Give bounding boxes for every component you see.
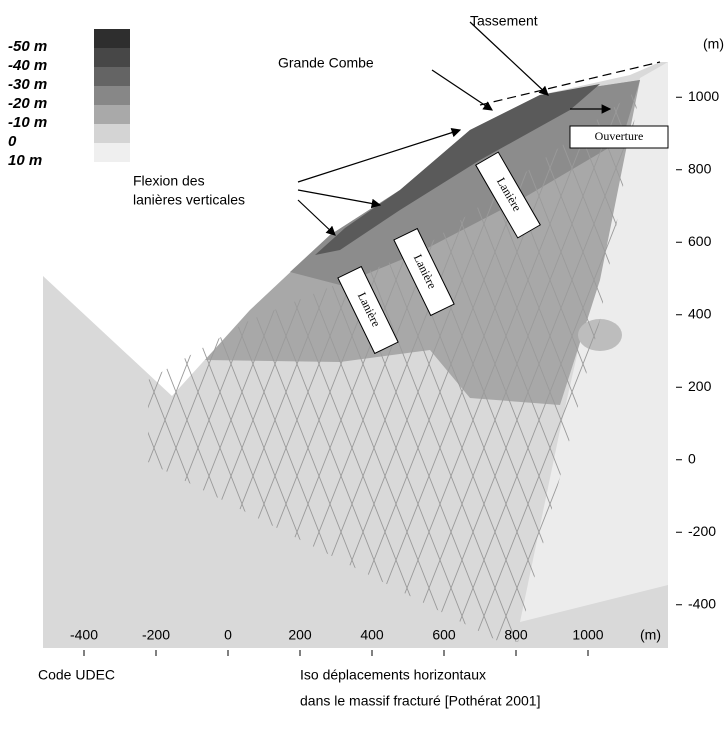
caption: Iso déplacements horizontaux bbox=[300, 667, 486, 683]
y-tick-label: -200 bbox=[688, 523, 716, 539]
x-tick-label: 200 bbox=[288, 627, 312, 643]
y-tick-label: 400 bbox=[688, 305, 712, 321]
y-unit: (m) bbox=[703, 36, 724, 52]
x-tick-label: 600 bbox=[432, 627, 456, 643]
legend-swatch bbox=[94, 67, 130, 86]
legend-swatch bbox=[94, 124, 130, 143]
x-tick-label: 800 bbox=[504, 627, 528, 643]
caption: dans le massif fracturé [Pothérat 2001] bbox=[300, 693, 540, 709]
legend-label: -10 m bbox=[8, 114, 47, 131]
legend-label: -50 m bbox=[8, 38, 47, 55]
y-tick-label: 0 bbox=[688, 450, 696, 466]
legend-swatch bbox=[94, 105, 130, 124]
y-tick-label: 200 bbox=[688, 378, 712, 394]
legend-label: 0 bbox=[8, 133, 17, 150]
annotation: Grande Combe bbox=[278, 55, 374, 71]
y-tick-label: 800 bbox=[688, 160, 712, 176]
legend-swatch bbox=[94, 48, 130, 67]
legend-swatch bbox=[94, 29, 130, 48]
x-tick-label: -200 bbox=[142, 627, 170, 643]
caption: Code UDEC bbox=[38, 667, 115, 683]
y-tick-label: 1000 bbox=[688, 88, 719, 104]
annotation: Tassement bbox=[470, 13, 538, 29]
x-tick-label: -400 bbox=[70, 627, 98, 643]
x-tick-label: 0 bbox=[224, 627, 232, 643]
y-tick-label: -400 bbox=[688, 595, 716, 611]
x-unit: (m) bbox=[640, 627, 661, 643]
x-tick-label: 1000 bbox=[572, 627, 603, 643]
y-tick-label: 600 bbox=[688, 233, 712, 249]
x-tick-label: 400 bbox=[360, 627, 384, 643]
annotation: Flexion des bbox=[133, 173, 205, 189]
legend-label: -40 m bbox=[8, 57, 47, 74]
legend-label: -30 m bbox=[8, 76, 47, 93]
legend-label: 10 m bbox=[8, 152, 42, 169]
annotation: lanières verticales bbox=[133, 192, 245, 208]
legend: -50 m -40 m -30 m -20 m -10 m 0 10 m bbox=[8, 29, 130, 169]
annotation: Ouverture bbox=[595, 129, 644, 143]
legend-label: -20 m bbox=[8, 95, 47, 112]
figure: -50 m -40 m -30 m -20 m -10 m 0 10 m -400 -200 0… bbox=[0, 0, 726, 734]
legend-swatch bbox=[94, 86, 130, 105]
legend-swatch bbox=[94, 143, 130, 162]
